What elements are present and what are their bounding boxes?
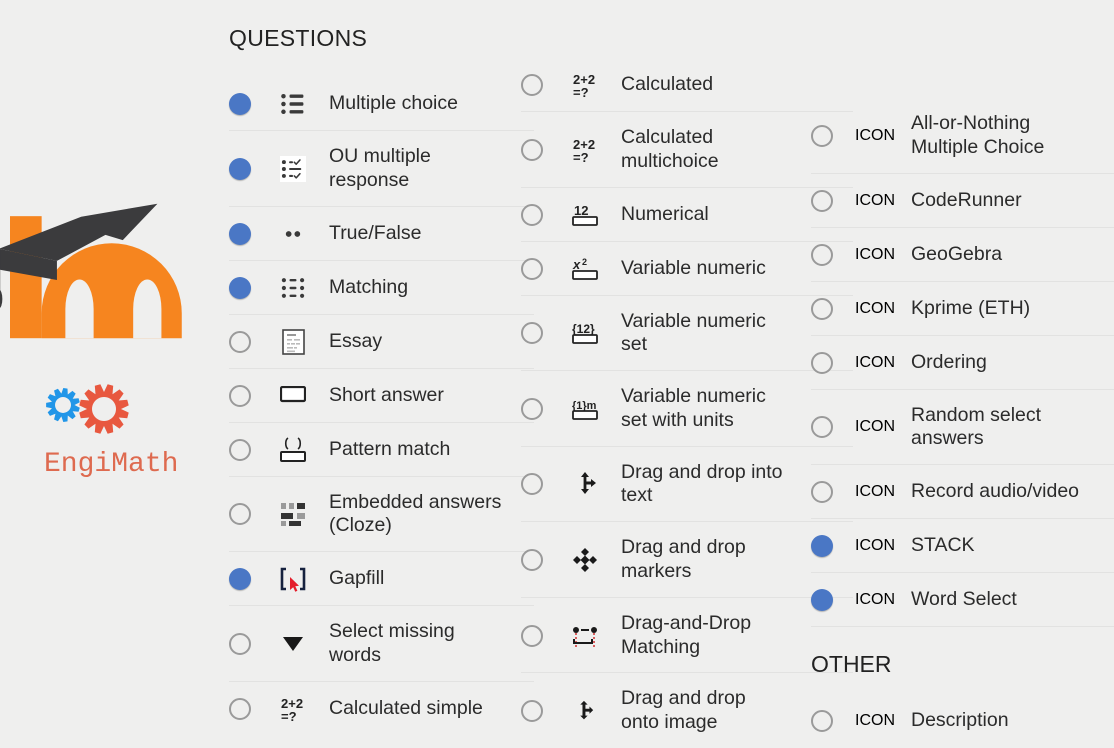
svg-text:=?: =? [573,150,589,163]
svg-text:12: 12 [574,204,588,218]
svg-text:{12}: {12} [572,322,595,336]
svg-text:x: x [572,258,581,272]
svg-text:2: 2 [582,258,587,267]
svg-text:=?: =? [573,85,589,98]
svg-text:=?: =? [281,709,297,722]
